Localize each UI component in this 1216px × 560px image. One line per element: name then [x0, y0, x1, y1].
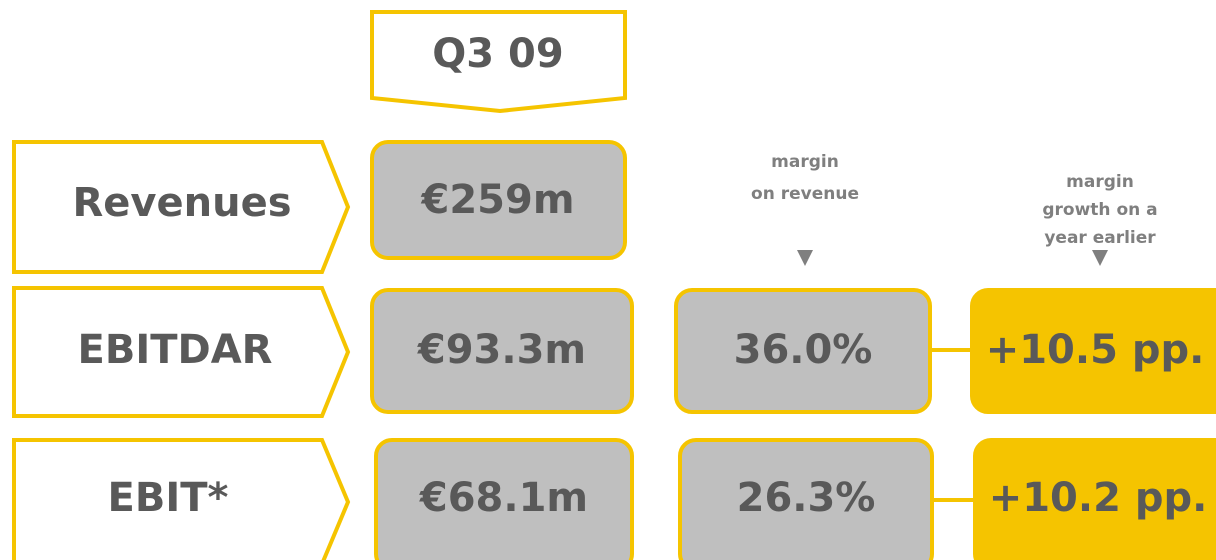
- header-line: margin: [1066, 172, 1134, 192]
- margin-box: [674, 288, 932, 414]
- margin: 36.0%: [734, 327, 873, 373]
- header-line: on revenue: [751, 184, 859, 204]
- period: Q3 09: [432, 31, 563, 77]
- row-label-box: [12, 286, 351, 418]
- growth-box: [973, 438, 1216, 560]
- growth-box: [970, 288, 1216, 414]
- down-triangle: [1092, 250, 1108, 266]
- margin: 26.3%: [737, 475, 876, 521]
- value-box: [374, 438, 634, 560]
- growth: +10.2 pp.: [989, 475, 1208, 521]
- growth-header: margin growth on a year earlier: [1042, 172, 1158, 266]
- value: €259m: [420, 177, 574, 223]
- row-label-box: [12, 438, 351, 560]
- growth: +10.5 pp.: [986, 327, 1205, 373]
- header-line: growth on a: [1042, 200, 1157, 220]
- value: €68.1m: [419, 475, 588, 521]
- value: €93.3m: [417, 327, 586, 373]
- margin-box: [678, 438, 934, 560]
- header-line: year earlier: [1044, 228, 1156, 248]
- value-box: [370, 140, 627, 260]
- margin-header: margin on revenue: [751, 152, 859, 266]
- header-line: margin: [771, 152, 839, 172]
- period-badge: [370, 10, 627, 114]
- value-box: [370, 288, 634, 414]
- row-label: EBIT*: [108, 475, 229, 521]
- row-label-box: [12, 140, 351, 274]
- row-label: EBITDAR: [78, 327, 273, 373]
- row-label: Revenues: [72, 180, 291, 226]
- down-triangle: [797, 250, 813, 266]
